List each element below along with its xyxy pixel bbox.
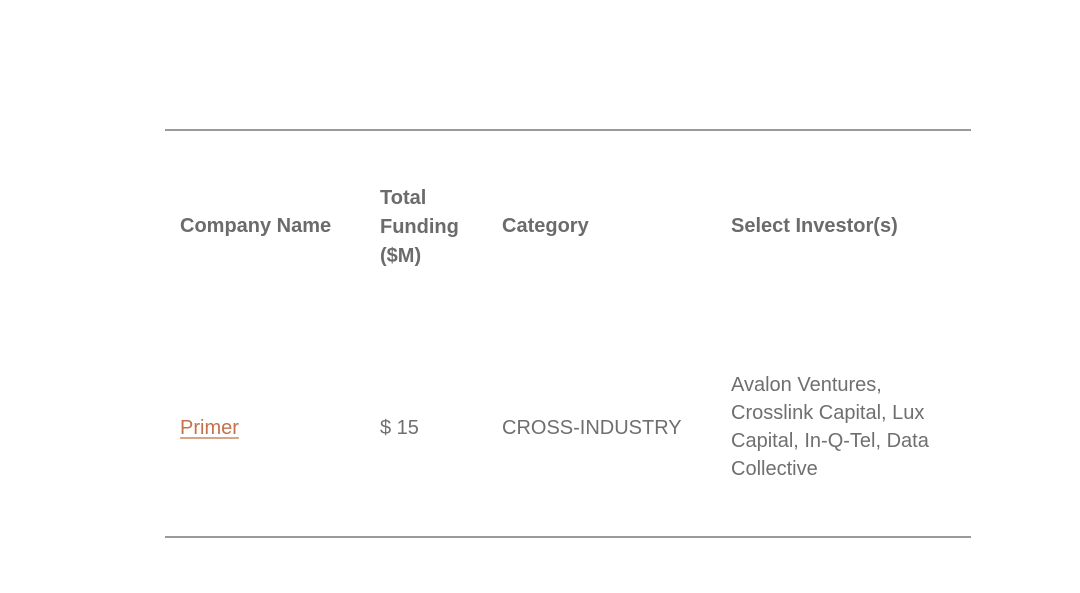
investor-line: Crosslink Capital, Lux	[731, 402, 925, 424]
investors-value: Avalon Ventures, Crosslink Capital, Lux …	[731, 371, 929, 483]
header-total-funding: Total Funding ($M)	[380, 184, 459, 271]
header-funding-line: Funding	[380, 216, 459, 238]
bottom-divider	[165, 536, 971, 538]
company-link-primer[interactable]: Primer	[180, 417, 239, 439]
category-value: CROSS-INDUSTRY	[502, 417, 682, 439]
header-category: Category	[502, 215, 589, 237]
header-select-investors: Select Investor(s)	[731, 215, 898, 237]
investor-line: Capital, In-Q-Tel, Data	[731, 430, 929, 452]
header-funding-line: ($M)	[380, 245, 422, 267]
investor-line: Avalon Ventures,	[731, 374, 882, 396]
header-company-name: Company Name	[180, 215, 332, 237]
header-funding-line: Total	[380, 187, 427, 209]
top-divider	[165, 129, 971, 131]
investor-line: Collective	[731, 458, 818, 480]
total-funding-value: $ 15	[380, 417, 419, 439]
